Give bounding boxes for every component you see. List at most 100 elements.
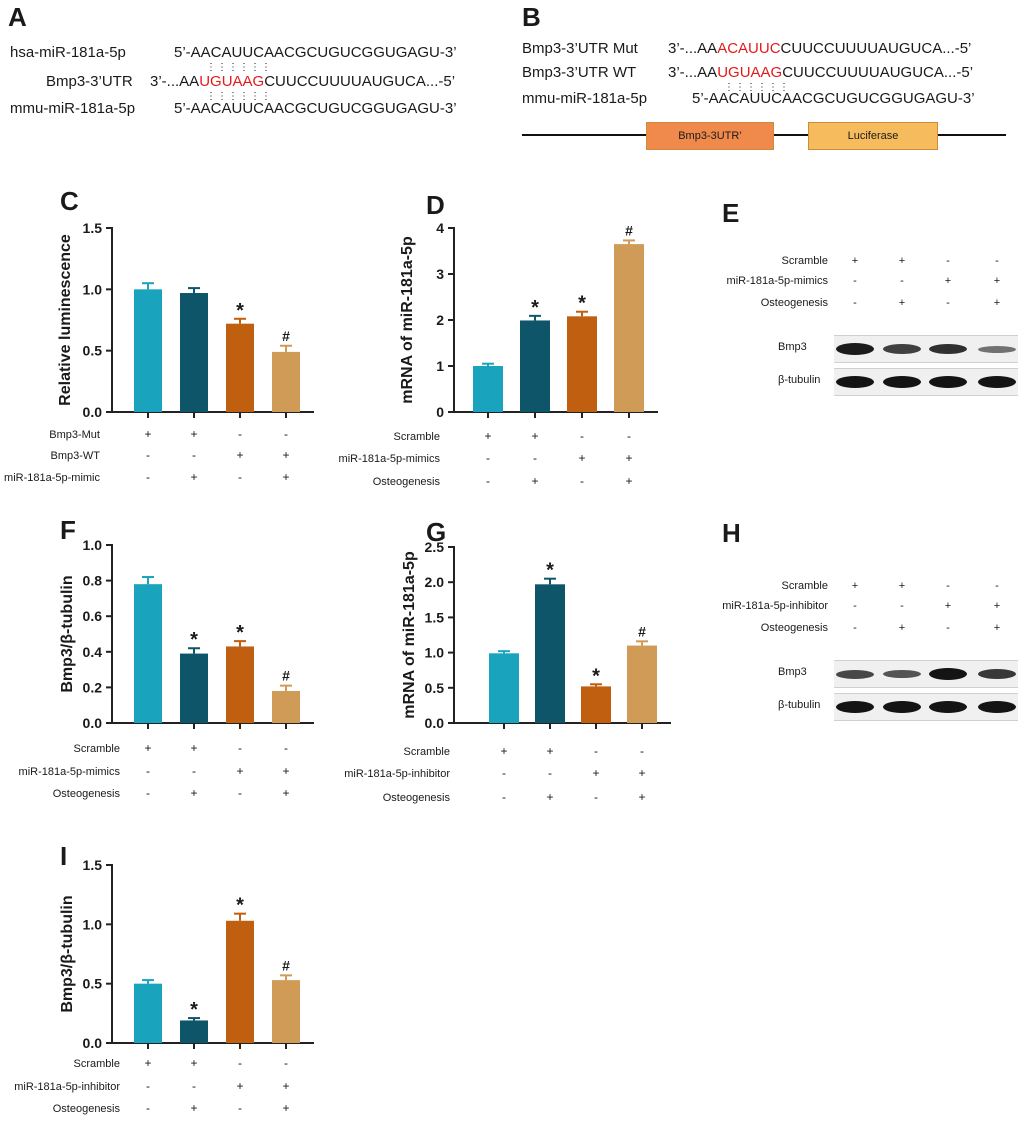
blot-h-row-sign: + — [898, 622, 906, 634]
blot-h-tubulin-label: β-tubulin — [778, 699, 821, 711]
chart-i-bar — [180, 1020, 208, 1043]
chart-c-ytick-label: 1.0 — [83, 281, 103, 297]
chart-d-row-sign: + — [531, 429, 538, 443]
chart-d-ytick-label: 2 — [436, 312, 444, 328]
panel-b-row1-label: Bmp3-3’UTR Mut — [522, 40, 638, 57]
blot-h-tubulin-band — [836, 701, 874, 713]
panel-b-row2-highlight: UGUAAG — [717, 64, 783, 81]
chart-d-row-sign: - — [580, 429, 584, 443]
blot-h-bmp3-band — [883, 670, 921, 678]
chart-d-ytick-label: 1 — [436, 358, 444, 374]
chart-i-hash-mark: # — [282, 957, 290, 973]
chart-d-star-mark: * — [578, 293, 586, 315]
chart-f-ylabel: Bmp3/β-tubulin — [59, 575, 76, 692]
chart-f-star-mark: * — [190, 629, 198, 651]
chart-f-row-sign: - — [192, 764, 196, 778]
blot-h-row-sign: - — [853, 622, 857, 634]
chart-i-ytick-label: 0.0 — [83, 1035, 103, 1051]
chart-d-row-label: Scramble — [394, 431, 440, 443]
chart-g-bar — [489, 653, 519, 723]
chart-g-letter: G — [426, 517, 446, 547]
luciferase-box: Luciferase — [808, 122, 938, 150]
blot-e-bmp3-band — [929, 344, 967, 354]
chart-i-bar — [226, 920, 254, 1043]
chart-g-ytick-label: 2.5 — [425, 539, 445, 555]
chart-i-ytick-label: 1.0 — [83, 916, 103, 932]
blot-h-row-sign: - — [946, 622, 950, 634]
chart-d-row-sign: - — [533, 451, 537, 465]
chart-d-hash-mark: # — [625, 222, 633, 238]
blot-e-row-sign: - — [853, 275, 857, 287]
blot-h-bmp3-band — [978, 669, 1016, 679]
chart-c-bar — [180, 293, 208, 412]
chart-c-row-sign: - — [238, 470, 242, 484]
blot-e-row-sign: + — [944, 275, 952, 287]
chart-c-letter: C — [60, 186, 79, 216]
chart-f-ytick-label: 0.0 — [83, 715, 103, 731]
chart-g-row-sign: + — [500, 744, 507, 758]
blot-h-row-sign: - — [900, 600, 904, 612]
blot-e-row-label: Osteogenesis — [760, 297, 828, 309]
blot-e-bmp3-label: Bmp3 — [778, 341, 807, 353]
chart-d-row-sign: + — [578, 451, 585, 465]
chart-f-row-sign: + — [190, 741, 197, 755]
chart-g-row-sign: - — [594, 790, 598, 804]
blot-e-row-sign: + — [993, 297, 1001, 309]
chart-d-row-label: miR-181a-5p-mimics — [339, 453, 441, 465]
chart-i-star-mark: * — [236, 895, 244, 917]
chart-f-ytick-label: 0.2 — [83, 679, 103, 695]
chart-f-row-label: Scramble — [74, 743, 120, 755]
chart-i-ytick-label: 0.5 — [83, 976, 103, 992]
blot-h-bmp3-band — [836, 669, 874, 679]
blot-h-row-sign: - — [995, 580, 999, 592]
chart-d-ytick-label: 4 — [436, 220, 444, 236]
chart-g-row-sign: - — [594, 744, 598, 758]
blot-e-tubulin-band — [978, 376, 1016, 388]
blot-e-row-sign: - — [946, 255, 950, 267]
chart-i-bar — [272, 980, 300, 1043]
chart-g-row-sign: - — [502, 790, 506, 804]
panel-b-row2-seq: 3’-...AAUGUAAGCUUCCUUUUAUGUCA...-5’ — [668, 64, 973, 81]
chart-d-row-label: Osteogenesis — [373, 476, 441, 488]
chart-i-bar — [134, 983, 162, 1043]
chart-i-row-sign: + — [236, 1079, 243, 1093]
chart-g-row-sign: - — [548, 766, 552, 780]
chart-c-row-sign: + — [282, 448, 289, 462]
chart-i-row-sign: - — [146, 1079, 150, 1093]
blot-e-row-sign: - — [900, 275, 904, 287]
chart-f-row-sign: + — [190, 786, 197, 800]
blot-e-row-label: miR-181a-5p-mimics — [726, 275, 828, 287]
chart-c-row-sign: + — [282, 470, 289, 484]
chart-g-ytick-label: 1.0 — [425, 645, 445, 661]
chart-f-ytick-label: 1.0 — [83, 537, 103, 553]
chart-i-ytick-label: 1.5 — [83, 857, 103, 873]
chart-g-ytick-label: 1.5 — [425, 609, 445, 625]
chart-i-row-sign: + — [190, 1056, 197, 1070]
blot-e-row-sign: + — [898, 255, 906, 267]
chart-c-row-sign: + — [236, 448, 243, 462]
blot-h-tubulin-band — [883, 701, 921, 713]
blot-e: Scramble + + - - miR-181a-5p-mimics - - + + Osteog… — [700, 255, 1020, 405]
chart-f-bar — [226, 646, 254, 723]
chart-f-row-sign: + — [282, 764, 289, 778]
chart-g-bar — [581, 686, 611, 723]
blot-e-tubulin-strip — [834, 368, 1018, 396]
chart-g-row-label: Osteogenesis — [383, 792, 451, 804]
chart-g-row-sign: - — [502, 766, 506, 780]
chart-f-letter: F — [60, 515, 76, 545]
chart-c-ytick-label: 1.5 — [83, 220, 103, 236]
chart-d-row-sign: - — [580, 474, 584, 488]
chart-f-row-sign: - — [238, 741, 242, 755]
chart-d-row-sign: + — [625, 474, 632, 488]
chart-d-row-sign: + — [625, 451, 632, 465]
chart-i-row-label: Osteogenesis — [53, 1103, 121, 1115]
chart-c-row-label: Bmp3-Mut — [49, 429, 100, 441]
chart-g-row-sign: + — [638, 790, 645, 804]
chart-f-row-sign: - — [284, 741, 288, 755]
chart-f-ytick-label: 0.8 — [83, 573, 103, 589]
panel-a-row1-label: hsa-miR-181a-5p — [10, 44, 126, 61]
chart-d-ylabel: mRNA of miR-181a-5p — [399, 236, 416, 404]
chart-d-letter: D — [426, 190, 445, 220]
panel-a-row2-label: Bmp3-3’UTR — [46, 73, 133, 90]
